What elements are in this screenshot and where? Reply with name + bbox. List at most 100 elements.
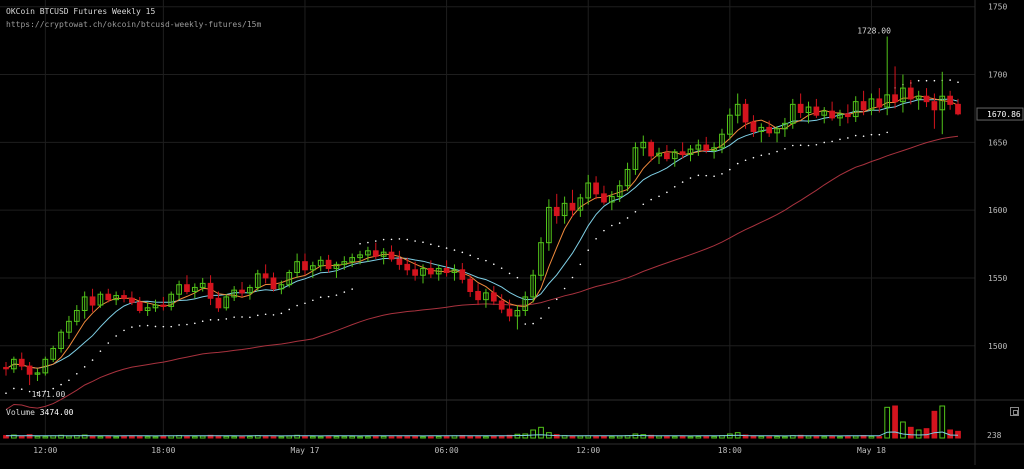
volume-bar — [160, 435, 167, 439]
volume-bar — [703, 435, 710, 439]
candle-body — [750, 121, 757, 132]
candle-body — [923, 95, 930, 103]
sar-dot — [949, 79, 951, 81]
candle-body — [349, 257, 356, 263]
candle-body — [664, 152, 670, 160]
sar-dot — [201, 320, 204, 322]
candle-body — [687, 148, 694, 156]
volume-bar — [26, 434, 33, 439]
sar-dot — [91, 359, 94, 361]
chart-url[interactable]: https://cryptowat.ch/okcoin/btcusd-weekl… — [6, 20, 262, 29]
sar-dot — [319, 296, 322, 299]
sar-dot — [736, 162, 739, 165]
candle-body — [844, 113, 851, 118]
sar-dot — [689, 177, 692, 179]
volume-bar — [357, 436, 363, 439]
candle-body — [907, 87, 914, 100]
candle-body — [553, 206, 560, 217]
candle-body — [89, 296, 96, 306]
candle-body — [506, 308, 513, 317]
sar-dot — [359, 242, 361, 245]
candle-body — [892, 94, 898, 103]
candle-body — [813, 106, 820, 116]
high-annotation: 1728.00 — [857, 27, 891, 36]
sar-dot — [445, 247, 448, 249]
sar-dot — [587, 249, 590, 252]
sar-dot — [288, 308, 291, 311]
sar-dot — [721, 173, 723, 175]
candle-body — [679, 151, 686, 156]
candle-body — [121, 295, 127, 299]
sar-dot — [115, 335, 117, 337]
volume-bar — [742, 434, 749, 439]
time-tick-label: 18:00 — [151, 446, 175, 455]
candle-body — [931, 101, 938, 111]
price-tick-label: 1600 — [988, 206, 1007, 215]
sar-dot — [681, 181, 684, 183]
sar-dot — [618, 222, 621, 224]
volume-bar — [309, 436, 316, 439]
sar-dot — [225, 318, 228, 320]
sar-dot — [642, 203, 645, 206]
sar-dot — [44, 390, 47, 392]
candle-body — [632, 147, 639, 170]
candle-body — [538, 242, 544, 276]
candle-body — [821, 110, 828, 116]
sar-dot — [673, 185, 676, 188]
candle-body — [829, 110, 835, 119]
price-tick-label: 1500 — [988, 342, 1007, 351]
sar-dot — [555, 298, 558, 301]
volume-bar — [349, 435, 356, 439]
ma-long-line — [5, 135, 959, 410]
candle-body — [585, 182, 592, 199]
volume-bar — [483, 436, 489, 439]
volume-bar — [18, 435, 25, 439]
volume-settings-icon[interactable] — [1010, 407, 1019, 416]
candle-body — [939, 95, 946, 111]
volume-bar — [372, 435, 379, 439]
candle-body — [11, 358, 17, 370]
candle-body — [900, 87, 906, 103]
sar-dot — [241, 316, 243, 318]
sar-dot — [28, 390, 31, 393]
volume-bar — [695, 436, 702, 439]
sar-dot — [374, 240, 377, 242]
volume-bar — [538, 426, 544, 439]
sar-dot — [99, 350, 102, 352]
candle-body — [498, 300, 505, 310]
candle-body — [860, 101, 867, 111]
sar-dot — [658, 195, 660, 198]
candle-body — [412, 269, 418, 276]
sar-dot — [917, 79, 920, 82]
candle-body — [396, 258, 403, 265]
candle-body — [601, 193, 607, 203]
candle-body — [546, 206, 552, 244]
sar-dot — [194, 322, 196, 325]
sar-dot — [390, 238, 393, 241]
candle-body — [797, 103, 804, 113]
time-tick-label: 06:00 — [435, 446, 459, 455]
volume-bar — [152, 436, 159, 439]
candle-body — [18, 358, 25, 367]
candle-body — [168, 293, 175, 307]
sar-dot — [68, 379, 70, 382]
candle-body — [451, 269, 458, 274]
candle-body — [624, 168, 631, 187]
volume-bar — [223, 435, 230, 439]
sar-dot — [870, 133, 873, 136]
volume-bar — [231, 436, 238, 439]
candle-body — [254, 273, 261, 288]
candle-body — [365, 250, 371, 256]
sar-dot — [367, 241, 369, 244]
sar-dot — [500, 267, 503, 269]
volume-bar — [467, 435, 474, 439]
candle-body — [475, 291, 481, 301]
candle-body — [514, 309, 521, 317]
sar-dot — [516, 276, 519, 279]
candle-body — [695, 144, 702, 150]
candle-body — [782, 122, 788, 130]
volume-bar — [302, 435, 308, 439]
volume-bar — [553, 434, 560, 439]
